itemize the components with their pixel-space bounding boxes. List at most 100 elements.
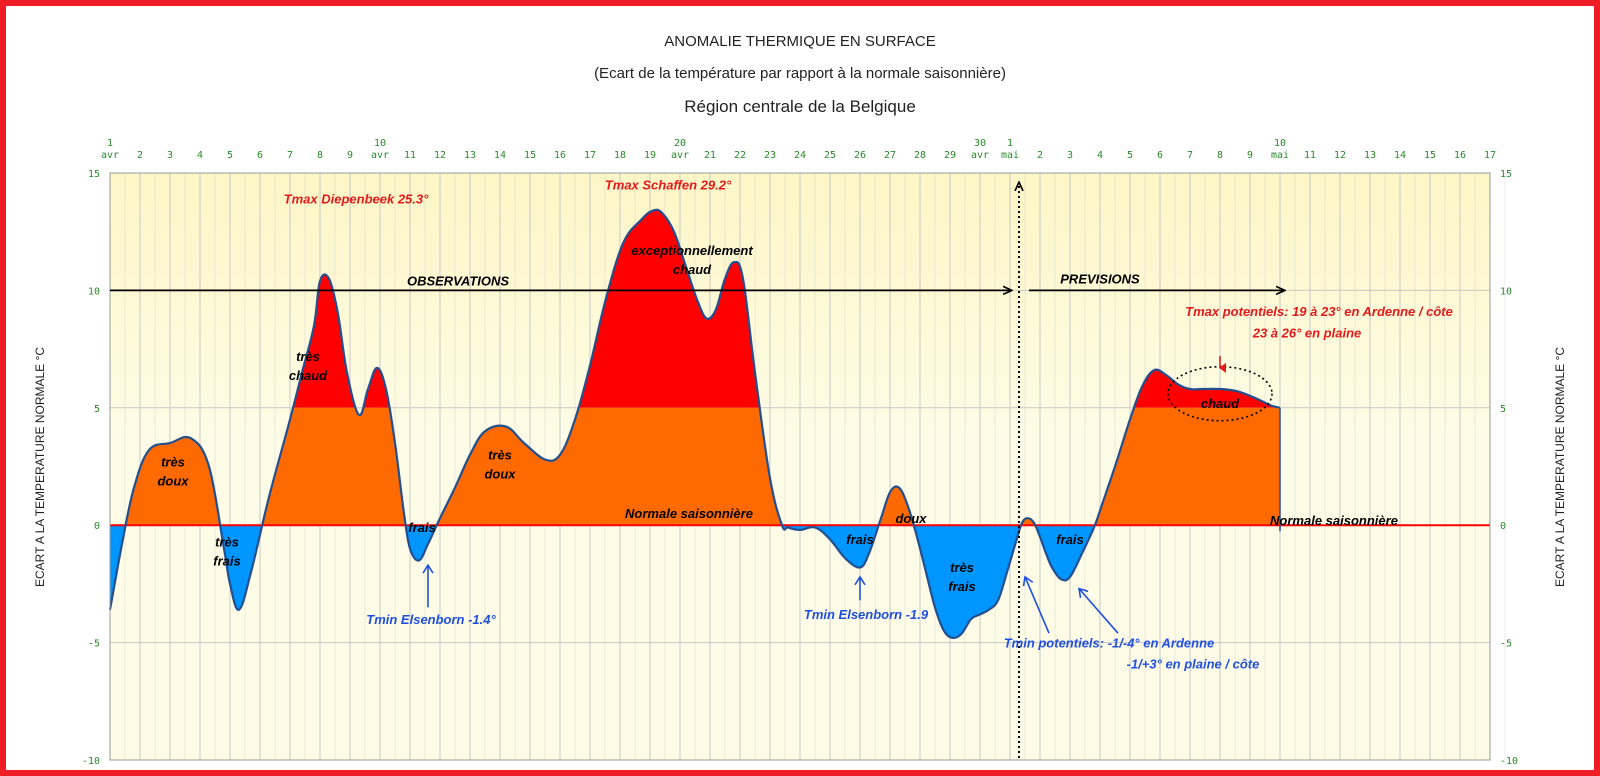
lbl-normale-2: Normale saisonnière [1270,513,1398,528]
x-tick-15: 15 [524,150,536,161]
lbl-tres-frais-2-line-0: très [950,560,974,575]
x-tick-3: 3 [167,150,173,161]
chart-title: ANOMALIE THERMIQUE EN SURFACE [664,33,936,50]
lbl-tres-frais-1-line-1: frais [213,553,240,568]
lbl-doux: doux [895,511,927,526]
chart-subtitle: (Ecart de la température par rapport à l… [594,65,1006,82]
x-tick-month-40: mai [1271,150,1289,161]
tmax-potentiels-2: 23 à 26° en plaine [1252,325,1362,340]
x-tick-47: 17 [1484,150,1496,161]
lbl-tres-frais-1-line-0: très [215,534,239,549]
lbl-tres-doux-2-line-1: doux [484,466,516,481]
x-tick-17: 17 [584,150,596,161]
y-tick-left-15: 15 [88,169,100,180]
lbl-tres-doux-2: très doux [484,447,516,481]
lbl-frais-1-line-0: frais [408,520,435,535]
lbl-previsions: PREVISIONS [1060,271,1140,286]
x-tick-month-31: mai [1001,150,1019,161]
lbl-observations-line-0: OBSERVATIONS [407,274,509,289]
y-tick-right-15: 15 [1500,169,1512,180]
x-tick-16: 16 [554,150,566,161]
x-tick-12: 12 [434,150,446,161]
lbl-tres-frais-2: très frais [948,560,975,594]
lbl-normale-1-line-0: Normale saisonnière [625,506,753,521]
x-tick-4: 4 [197,150,203,161]
lbl-normale-1: Normale saisonnière [625,506,753,521]
x-tick-8: 8 [317,150,323,161]
x-tick-21: 21 [704,150,716,161]
lbl-normale-2-line-0: Normale saisonnière [1270,513,1398,528]
x-tick-23: 23 [764,150,776,161]
lbl-tres-doux-2-line-0: très [488,447,512,462]
x-tick-27: 27 [884,150,896,161]
x-tick-39: 9 [1247,150,1253,161]
x-tick-40: 10 [1274,138,1286,149]
x-tick-month-20: avr [671,150,689,161]
lbl-frais-2-line-0: frais [846,532,873,547]
x-tick-33: 3 [1067,150,1073,161]
x-tick-1: 1 [107,138,113,149]
x-tick-10: 10 [374,138,386,149]
lbl-chaud: chaud [1201,396,1240,411]
x-tick-14: 14 [494,150,506,161]
lbl-exceptionnellement-line-1: chaud [673,262,712,277]
lbl-tres-chaud-line-1: chaud [289,368,328,383]
x-tick-11: 11 [404,150,416,161]
y-tick-right--10: -10 [1500,756,1518,767]
x-tick-26: 26 [854,150,866,161]
x-tick-43: 13 [1364,150,1376,161]
lbl-chaud-line-0: chaud [1201,396,1240,411]
lbl-tres-frais-1: très frais [213,534,240,568]
x-tick-7: 7 [287,150,293,161]
y-tick-left--5: -5 [88,639,100,650]
x-tick-6: 6 [257,150,263,161]
x-tick-32: 2 [1037,150,1043,161]
x-tick-22: 22 [734,150,746,161]
tmax-diepenbeek: Tmax Diepenbeek 25.3° [284,192,429,207]
x-tick-46: 16 [1454,150,1466,161]
y-tick-left-5: 5 [94,404,100,415]
x-tick-month-30: avr [971,150,989,161]
x-tick-35: 5 [1127,150,1133,161]
x-tick-5: 5 [227,150,233,161]
y-tick-left-0: 0 [94,521,100,532]
lbl-frais-3-line-0: frais [1056,532,1083,547]
x-tick-31: 1 [1007,138,1013,149]
x-tick-37: 7 [1187,150,1193,161]
lbl-tres-doux-1: très doux [157,455,189,489]
tmax-potentiels-1: Tmax potentiels: 19 à 23° en Ardenne / c… [1185,304,1453,319]
y-tick-left--10: -10 [82,756,100,767]
x-tick-month-10: avr [371,150,389,161]
x-tick-9: 9 [347,150,353,161]
area-cold [110,525,1095,638]
y-tick-right-10: 10 [1500,286,1512,297]
lbl-previsions-line-0: PREVISIONS [1060,271,1140,286]
lbl-tres-frais-2-line-1: frais [948,579,975,594]
lbl-frais-3: frais [1056,532,1083,547]
tmin-elsenborn-2: Tmin Elsenborn -1.9 [804,607,929,622]
lbl-exceptionnellement: exceptionnellement chaud [631,243,753,277]
chart-region: Région centrale de la Belgique [684,97,916,116]
x-tick-28: 28 [914,150,926,161]
x-tick-34: 4 [1097,150,1103,161]
x-tick-18: 18 [614,150,626,161]
x-tick-45: 15 [1424,150,1436,161]
y-tick-right-0: 0 [1500,521,1506,532]
x-tick-36: 6 [1157,150,1163,161]
x-tick-30: 30 [974,138,986,149]
area-hot [293,209,1280,408]
tmin-elsenborn-1: Tmin Elsenborn -1.4° [366,612,496,627]
lbl-tres-chaud: très chaud [289,349,328,383]
x-tick-41: 11 [1304,150,1316,161]
x-tick-20: 20 [674,138,686,149]
lbl-tres-doux-1-line-1: doux [157,474,189,489]
plot-frame [109,172,1491,761]
lbl-doux-line-0: doux [895,511,927,526]
area-normal [125,407,1280,526]
x-tick-25: 25 [824,150,836,161]
x-tick-2: 2 [137,150,143,161]
x-tick-month-1: avr [101,150,119,161]
y-tick-right-5: 5 [1500,404,1506,415]
